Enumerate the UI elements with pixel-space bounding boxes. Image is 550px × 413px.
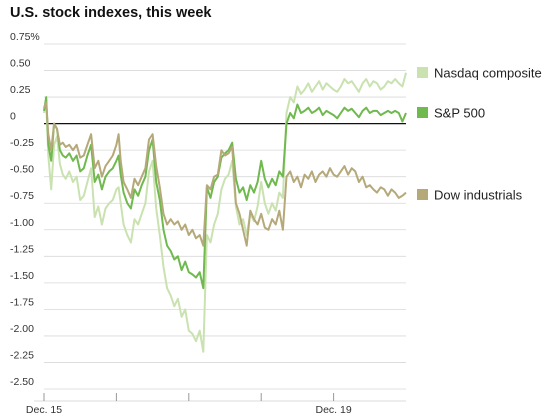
chart-title: U.S. stock indexes, this week (10, 5, 212, 21)
series-line-dow-industrials (43, 101, 407, 247)
series-lines (43, 72, 407, 353)
y-tick-label: -0.50 (10, 164, 34, 176)
y-tick-label: -2.25 (10, 349, 34, 361)
x-tick-label: Dec. 19 (316, 404, 352, 413)
x-tick-label: Dec. 15 (26, 404, 62, 413)
x-axis: Dec. 15 Dec. 19 (26, 393, 406, 413)
y-axis-tick-labels: 0.75% 0.50 0.25 0 -0.25 -0.50 -0.75 -1.00 -1.25 -… (10, 31, 40, 388)
y-tick-label: 0.25 (10, 84, 31, 96)
legend-label: Nasdaq composite (434, 66, 542, 81)
y-tick-label: -1.25 (10, 243, 34, 255)
y-tick-label: -1.50 (10, 270, 34, 282)
y-tick-label: 0.75% (10, 31, 40, 43)
y-tick-label: -1.75 (10, 296, 34, 308)
legend-label: S&P 500 (434, 106, 485, 121)
legend-swatch (417, 189, 428, 200)
y-tick-label: -0.25 (10, 137, 34, 149)
y-tick-label: -1.00 (10, 217, 34, 229)
legend-swatch (417, 107, 428, 118)
series-line-nasdaq-composite (43, 72, 407, 353)
y-tick-label: -0.75 (10, 190, 34, 202)
y-tick-label: 0.50 (10, 58, 31, 70)
legend-swatch (417, 67, 428, 78)
legend: Nasdaq composite S&P 500 Dow industrials (417, 66, 542, 203)
series-line-s-p-500 (43, 96, 407, 290)
y-tick-label: 0 (10, 111, 16, 123)
legend-label: Dow industrials (434, 188, 523, 203)
grid-layer (44, 43, 406, 390)
y-tick-label: -2.00 (10, 323, 34, 335)
y-tick-label: -2.50 (10, 376, 34, 388)
